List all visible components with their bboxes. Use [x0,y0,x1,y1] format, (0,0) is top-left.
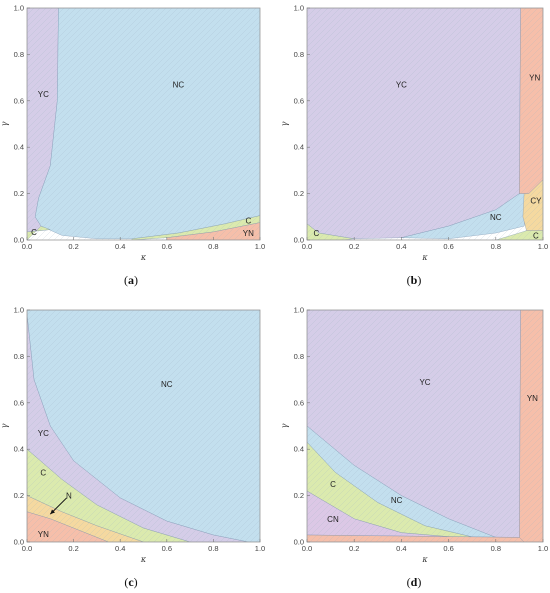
region-label-c-right: C [245,216,251,225]
y-tick-label: 0.8 [14,50,24,59]
y-tick-label: 0.0 [294,538,304,547]
x-tick-label: 1.0 [538,544,548,553]
y-axis-label: γ [0,121,9,126]
region-label-nc: NC [161,380,173,389]
y-tick-label: 0.6 [14,398,24,407]
x-tick-label: 0.4 [115,544,125,553]
region-label-c: C [40,468,46,477]
x-axis-label: κ [140,555,147,564]
panel-caption: (c) [124,575,137,589]
region-label-nc: NC [173,81,185,90]
x-tick-label: 0.0 [22,242,32,251]
x-tick-label: 0.2 [349,242,359,251]
x-tick-label: 0.8 [208,544,218,553]
panel-c: 0.0 0.2 0.4 0.6 0.8 1.00.00.20.40.60.81.0κγNC… [0,306,265,590]
region-label-yn: YN [529,74,540,83]
y-tick-label: 1.0 [14,306,24,315]
region-label-c-right: C [533,231,539,240]
y-tick-label: 0.2 [14,491,24,500]
x-tick-label: 0.2 [68,242,78,251]
y-axis-label: γ [0,423,9,428]
panel-b: 0.0 0.2 0.4 0.6 0.8 1.0 0.0 0.2 0.4 0.6 0.8 1.0 κ γ YC… [280,4,548,288]
plot-frame [306,7,544,241]
y-tick-label: 0.8 [14,352,24,361]
regions-d [307,310,543,542]
x-tick-label: 1.0 [255,544,265,553]
y-tick-label: 0.6 [294,96,304,105]
x-tick-label: 0.6 [443,544,453,553]
y-tick-label: 0.4 [294,143,304,152]
y-tick-label: 0.0 [14,538,24,547]
regions-c [27,310,260,542]
region-label-yc: YC [38,429,49,438]
y-tick-label: 0.6 [14,96,24,105]
plot-frame [26,7,261,241]
regions-a [27,8,260,240]
y-tick-label: 0.0 [14,236,24,245]
y-tick-label: 0.2 [14,189,24,198]
region-label-cn: CN [327,515,339,524]
panel-caption: (a) [124,273,138,287]
x-axis-label: κ [421,253,428,262]
x-axis-label: κ [140,253,147,262]
y-tick-label: 0.4 [294,445,304,454]
plot-frame [26,309,261,543]
region-label-yc: YC [419,378,430,387]
hatch-overlay [27,8,260,240]
x-axis-label: κ [421,555,428,564]
region-label-cy: CY [530,197,542,206]
x-tick-label: 0.8 [208,242,218,251]
x-tick-label: 0.6 [162,242,172,251]
panel-d: 0.0 0.2 0.4 0.6 0.8 1.0 0.0 0.2 0.4 0.6 0.8 1.0 κ γ YC… [280,306,548,590]
panel-caption: (d) [407,575,422,589]
region-label-yn: YN [243,229,254,238]
x-tick-label: 0.4 [396,242,406,251]
y-tick-label: 1.0 [294,4,304,13]
y-axis-label: γ [280,423,289,428]
region-label-c: C [330,480,336,489]
hatch-overlay [307,8,543,240]
region-label-c-left: C [314,229,320,238]
x-tick-label: 0.0 [302,544,312,553]
x-tick-label: 1.0 [538,242,548,251]
region-label-nc: NC [391,496,403,505]
hatch-overlay [27,310,260,542]
y-tick-label: 1.0 [294,306,304,315]
plot-frame [306,309,544,543]
region-label-yc: YC [38,90,49,99]
x-tick-label: 0.4 [115,242,125,251]
region-label-n: N [66,492,72,501]
y-tick-label: 0.4 [14,445,24,454]
x-tick-label: 0.6 [162,544,172,553]
x-tick-label: 0.0 [22,544,32,553]
x-tick-label: 0.0 [302,242,312,251]
y-axis-label: γ [280,121,289,126]
y-tick-label: 0.2 [294,189,304,198]
region-label-yn: YN [527,394,538,403]
x-tick-label: 1.0 [255,242,265,251]
x-tick-label: 0.6 [443,242,453,251]
regions-b [307,8,543,240]
y-tick-label: 0.8 [294,352,304,361]
y-tick-label: 0.0 [294,236,304,245]
x-tick-label: 0.4 [396,544,406,553]
region-label-yn: YN [38,530,49,539]
y-tick-label: 0.8 [294,50,304,59]
region-label-nc: NC [490,213,502,222]
y-tick-label: 0.2 [294,491,304,500]
x-tick-label: 0.8 [491,242,501,251]
y-tick-label: 0.6 [294,398,304,407]
region-label-c-left: C [31,228,37,237]
x-tick-label: 0.2 [349,544,359,553]
panel-a: 0.0 0.2 0.4 0.6 0.8 1.0 0.0 0.2 0.4 0.6 0.8 1.0 κ γ YC… [0,4,265,288]
y-tick-label: 1.0 [14,4,24,13]
arrow-head [50,509,56,515]
x-tick-label: 0.8 [491,544,501,553]
y-tick-label: 0.4 [14,143,24,152]
x-tick-label: 0.2 [68,544,78,553]
panel-caption: (b) [407,273,422,287]
hatch-overlay [307,310,543,542]
region-label-yc: YC [396,81,407,90]
